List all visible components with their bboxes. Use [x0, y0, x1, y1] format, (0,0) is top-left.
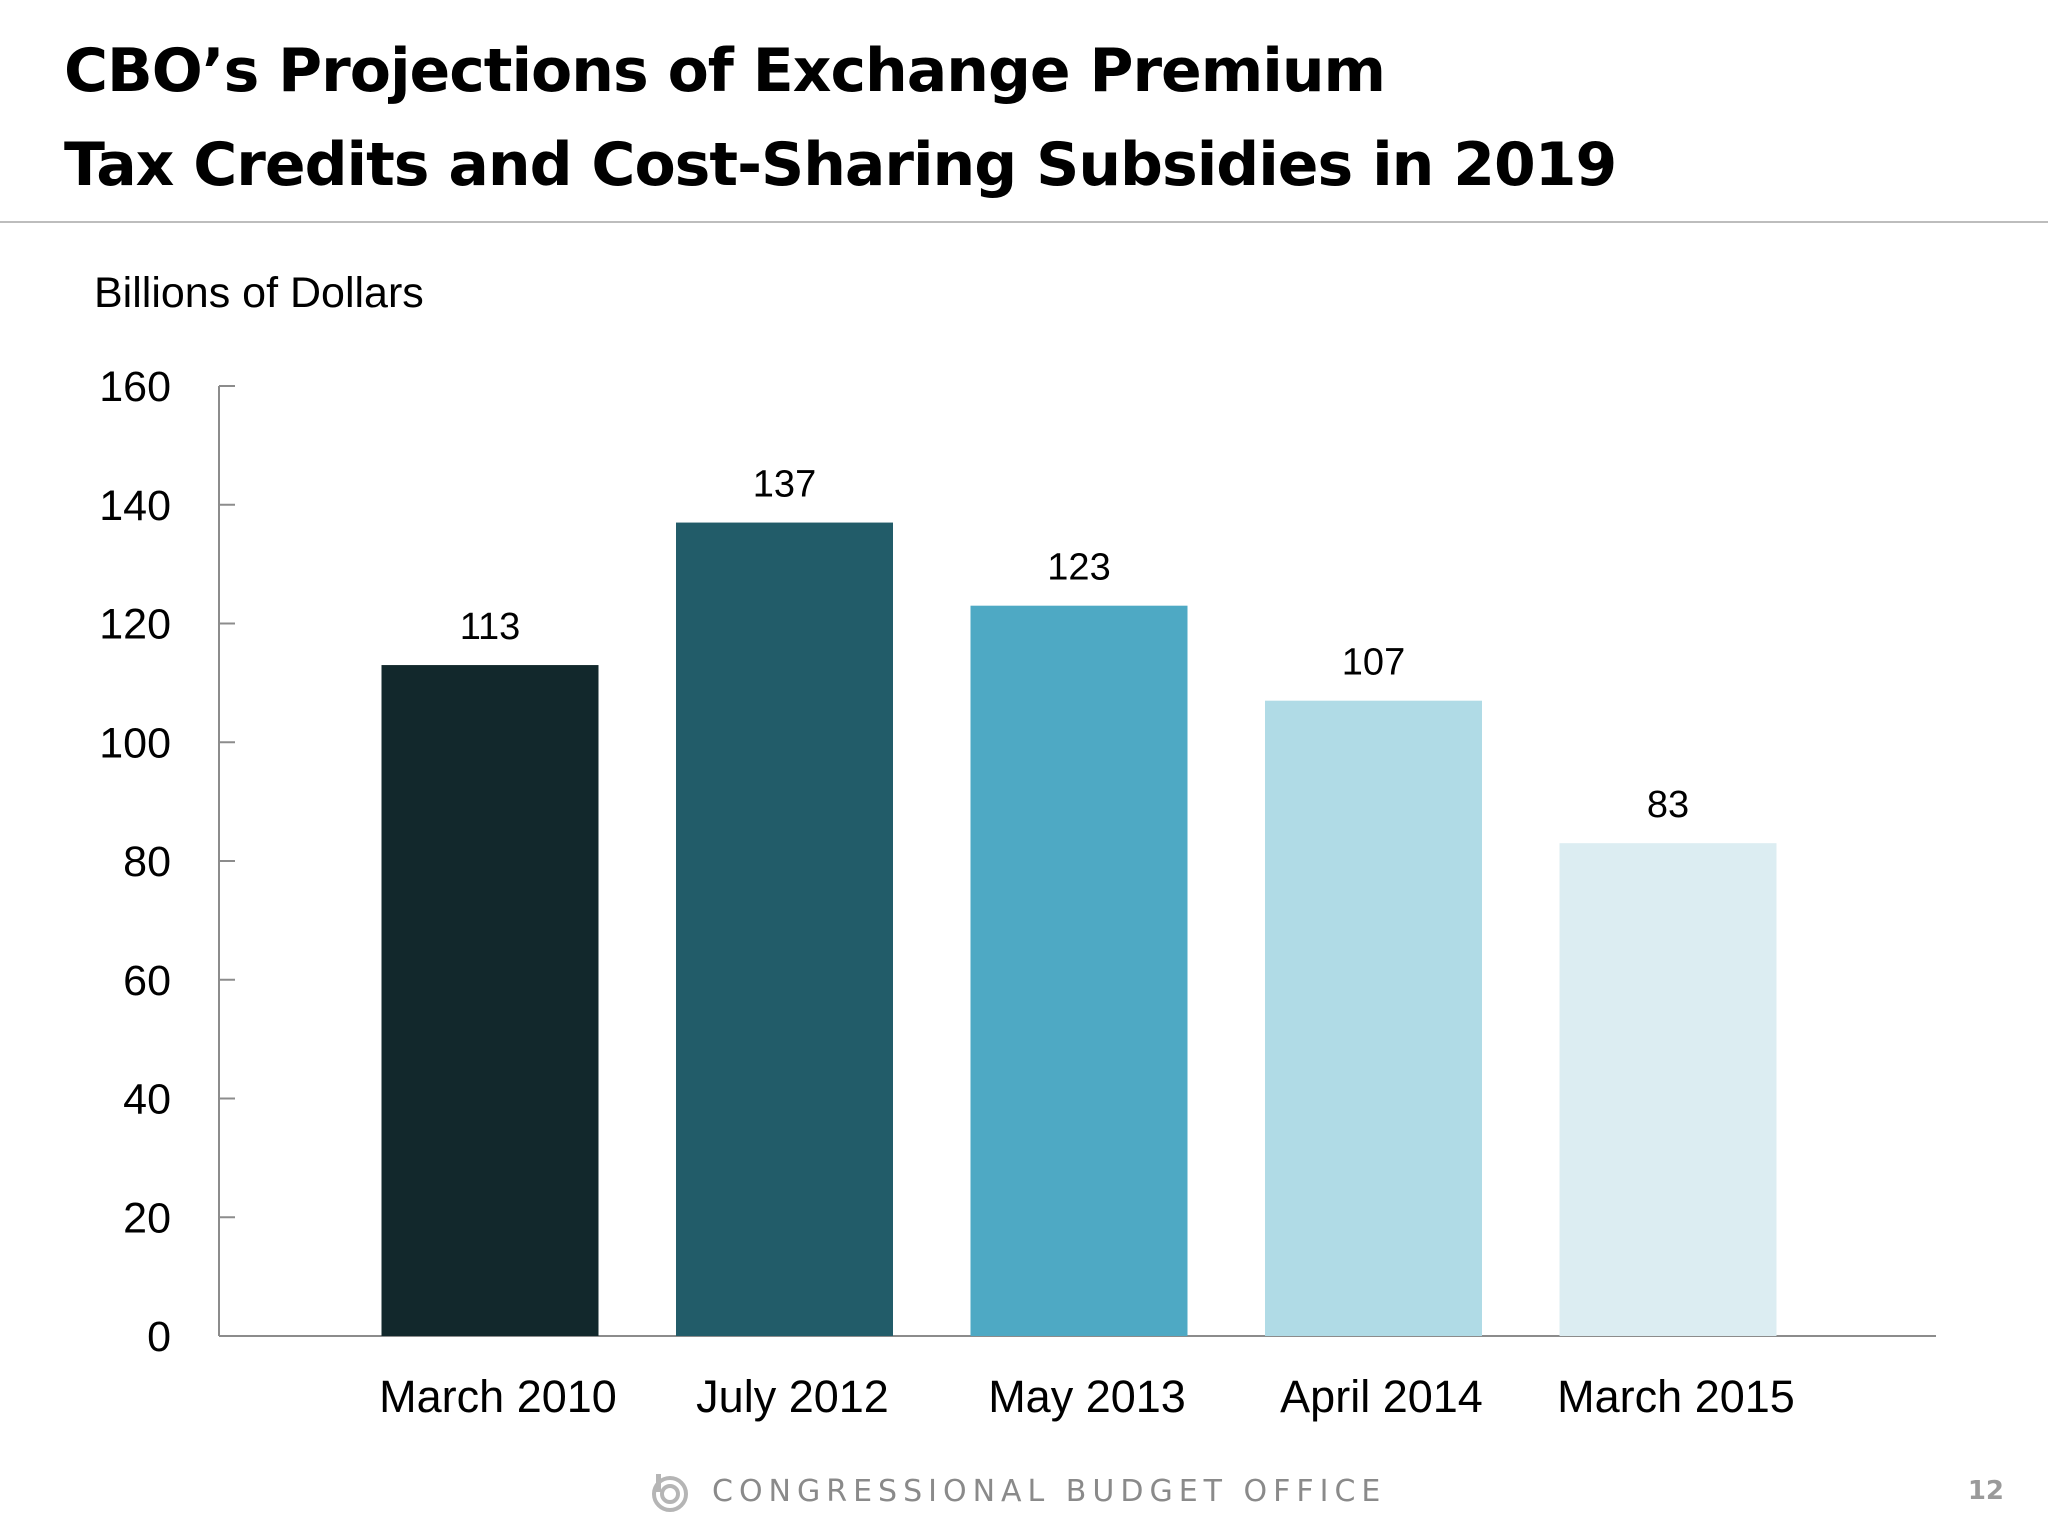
bar [970, 605, 1188, 1336]
slide-title-line-1: CBO’s Projections of Exchange Premium [64, 36, 1386, 106]
y-tick-label: 140 [99, 482, 171, 530]
y-axis: 0 20 40 60 80 100 120 140 160 [99, 363, 235, 1361]
slide-title-line-2: Tax Credits and Cost-Sharing Subsidies i… [64, 130, 1617, 200]
x-tick-label: March 2010 [379, 1371, 617, 1422]
y-tick-label: 80 [123, 838, 171, 886]
data-labels: 113 137 123 107 83 [460, 464, 1689, 827]
data-label: 83 [1647, 784, 1689, 826]
bars [381, 522, 1777, 1336]
bar [1265, 700, 1482, 1336]
x-tick-label: April 2014 [1280, 1371, 1483, 1422]
x-tick-label: March 2015 [1557, 1371, 1795, 1422]
y-tick-label: 60 [123, 957, 171, 1005]
y-tick-label: 40 [123, 1076, 171, 1124]
y-tick-label: 0 [147, 1313, 171, 1361]
y-tick-label: 100 [99, 719, 171, 767]
data-label: 137 [753, 464, 816, 506]
title-divider [0, 221, 2048, 223]
bar [1559, 843, 1777, 1336]
slide-title: CBO’s Projections of Exchange Premium Ta… [64, 24, 1617, 212]
page-number: 12 [1967, 1476, 2004, 1506]
cbo-logo-icon [652, 1474, 688, 1512]
x-tick-label: July 2012 [696, 1371, 889, 1422]
y-tick-label: 160 [99, 363, 171, 411]
y-tick-label: 120 [99, 601, 171, 649]
bar [676, 522, 893, 1336]
y-tick-label: 20 [123, 1194, 171, 1242]
footer-organization: CONGRESSIONAL BUDGET OFFICE [712, 1474, 1387, 1509]
x-tick-labels: March 2010 July 2012 May 2013 April 2014 Mar… [379, 1371, 1795, 1422]
data-label: 123 [1047, 547, 1110, 589]
bar [381, 665, 599, 1336]
data-label: 107 [1342, 642, 1405, 684]
y-axis-label: Billions of Dollars [94, 269, 424, 317]
x-tick-label: May 2013 [988, 1371, 1186, 1422]
data-label: 113 [460, 606, 521, 648]
